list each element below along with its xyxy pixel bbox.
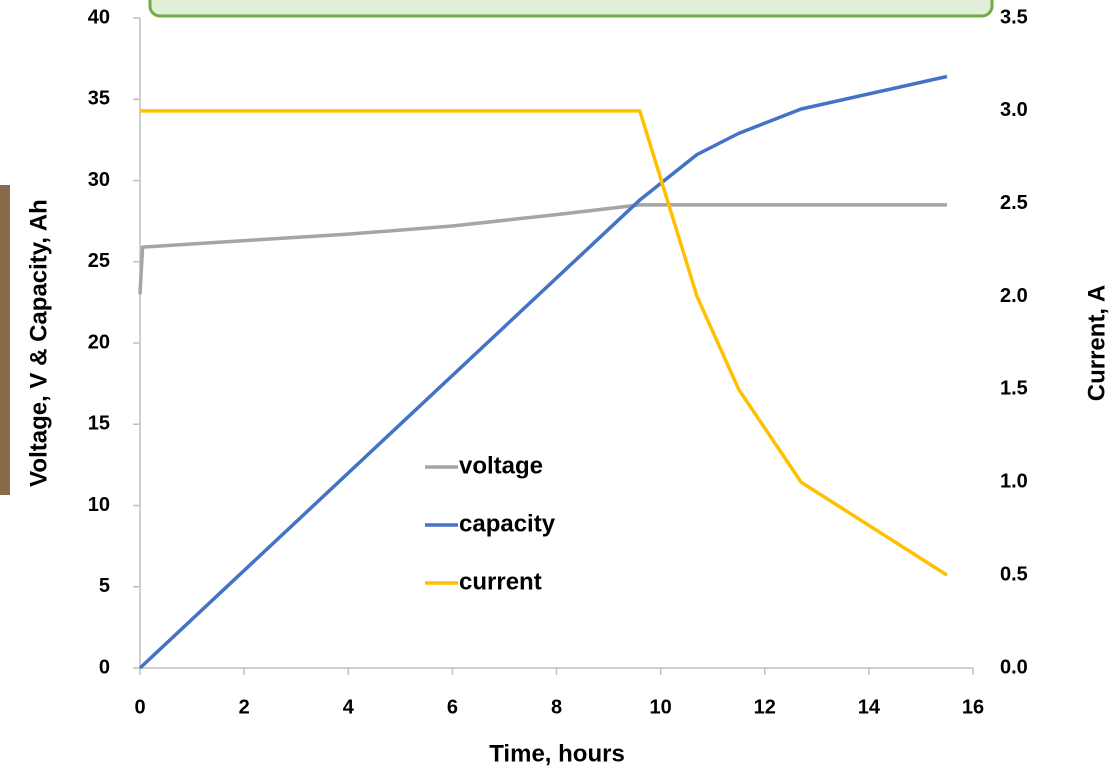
y-tick-label: 40 [88, 6, 110, 28]
y2-tick-label: 3.5 [1000, 6, 1028, 28]
legend-label: voltage [459, 452, 543, 479]
y2-tick-label: 3.0 [1000, 99, 1028, 121]
y-tick-label: 30 [88, 169, 110, 191]
y-tick-label: 25 [88, 250, 110, 272]
x-tick-label: 10 [650, 696, 672, 718]
y2-tick-label: 1.5 [1000, 378, 1028, 400]
x-tick-label: 0 [134, 696, 145, 718]
x-tick-label: 14 [858, 696, 881, 718]
y2-tick-label: 2.5 [1000, 192, 1028, 214]
image-fragment [0, 185, 10, 495]
legend-label: current [459, 568, 542, 595]
y2-tick-label: 0.5 [1000, 563, 1028, 585]
y2-axis-title: Current, A [1083, 285, 1110, 401]
y-tick-label: 10 [88, 494, 110, 516]
line-series [138, 203, 947, 295]
y-tick-label: 15 [88, 413, 110, 435]
y-tick-label: 5 [99, 575, 110, 597]
y2-tick-label: 0.0 [1000, 656, 1028, 678]
x-tick-label: 16 [962, 696, 984, 718]
legend-label: capacity [459, 510, 556, 537]
y-tick-label: 20 [88, 331, 110, 353]
line-series [138, 74, 948, 670]
line-series [140, 109, 948, 577]
x-tick-label: 12 [754, 696, 776, 718]
callout-box [148, 0, 994, 18]
y2-tick-label: 1.0 [1000, 471, 1028, 493]
y2-tick-label: 2.0 [1000, 285, 1028, 307]
x-axis-title: Time, hours [489, 740, 625, 767]
y-axis-title: Voltage, V & Capacity, Ah [25, 199, 52, 487]
x-tick-label: 4 [343, 696, 355, 718]
x-tick-label: 8 [551, 696, 562, 718]
y-tick-label: 0 [99, 656, 110, 678]
y-tick-label: 35 [88, 88, 110, 110]
x-tick-label: 6 [447, 696, 458, 718]
x-tick-label: 2 [239, 696, 250, 718]
